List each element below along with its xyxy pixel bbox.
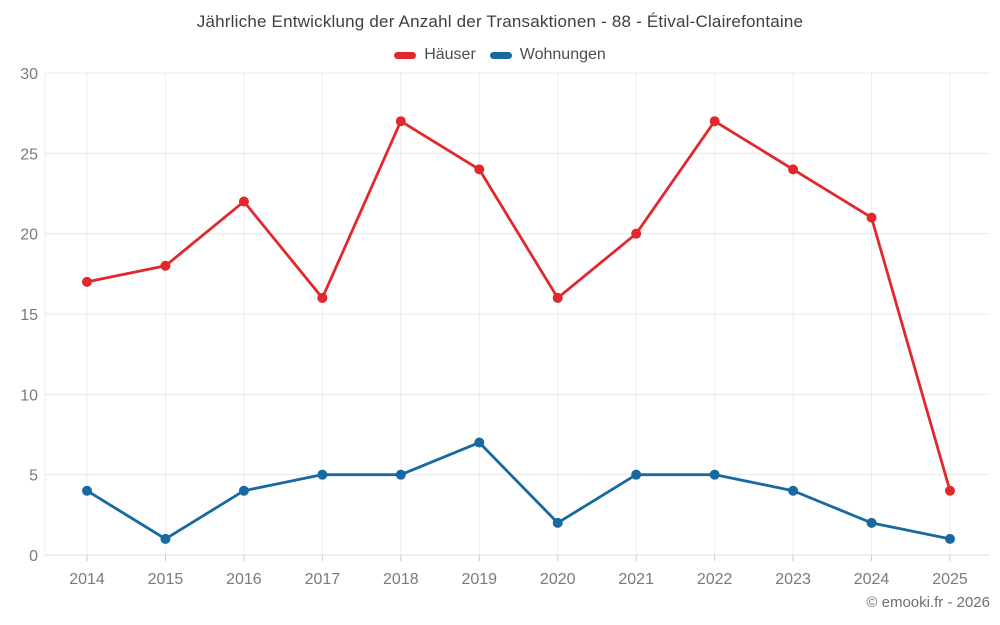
data-point-häuser-2018[interactable] bbox=[395, 116, 406, 127]
x-tick-label: 2020 bbox=[540, 571, 576, 588]
chart-title: Jährliche Entwicklung der Anzahl der Tra… bbox=[196, 12, 804, 31]
y-tick-label: 25 bbox=[20, 146, 38, 163]
data-point-wohnungen-2014[interactable] bbox=[82, 485, 92, 496]
data-point-häuser-2017[interactable] bbox=[317, 292, 328, 303]
x-tick-label: 2019 bbox=[461, 571, 497, 588]
x-tick-label: 2016 bbox=[226, 571, 262, 588]
legend-item-hauser[interactable]: Häuser bbox=[394, 46, 476, 64]
data-point-häuser-2022[interactable] bbox=[709, 116, 720, 127]
data-point-häuser-2016[interactable] bbox=[238, 196, 249, 207]
legend-swatch-hauser-icon bbox=[394, 51, 417, 59]
x-tick-label: 2024 bbox=[854, 571, 890, 588]
data-point-wohnungen-2017[interactable] bbox=[317, 469, 328, 480]
data-point-häuser-2024[interactable] bbox=[866, 212, 877, 223]
chart-legend: Häuser Wohnungen bbox=[0, 46, 1000, 64]
data-point-wohnungen-2016[interactable] bbox=[238, 485, 249, 496]
legend-swatch-wohnungen-icon bbox=[489, 51, 512, 59]
x-tick-label: 2025 bbox=[932, 571, 968, 588]
y-tick-label: 30 bbox=[20, 66, 38, 83]
y-tick-label: 0 bbox=[29, 548, 38, 565]
copyright-footer: © emooki.fr - 2026 bbox=[866, 594, 990, 611]
legend-label-hauser: Häuser bbox=[424, 46, 476, 63]
data-point-wohnungen-2024[interactable] bbox=[866, 517, 877, 528]
data-point-häuser-2023[interactable] bbox=[788, 164, 799, 175]
legend-label-wohnungen: Wohnungen bbox=[519, 46, 606, 63]
data-point-wohnungen-2021[interactable] bbox=[631, 469, 642, 480]
data-point-häuser-2020[interactable] bbox=[552, 292, 563, 303]
data-point-wohnungen-2019[interactable] bbox=[474, 437, 485, 448]
data-point-wohnungen-2023[interactable] bbox=[788, 485, 799, 496]
data-point-wohnungen-2022[interactable] bbox=[709, 469, 720, 480]
data-point-häuser-2025[interactable] bbox=[945, 485, 955, 496]
x-tick-label: 2023 bbox=[775, 571, 811, 588]
y-tick-label: 20 bbox=[20, 227, 38, 244]
data-point-wohnungen-2020[interactable] bbox=[552, 517, 563, 528]
data-point-wohnungen-2015[interactable] bbox=[160, 533, 171, 544]
data-point-häuser-2021[interactable] bbox=[631, 228, 642, 239]
data-point-wohnungen-2018[interactable] bbox=[395, 469, 406, 480]
series-line-häuser bbox=[85, 119, 952, 493]
x-tick-label: 2015 bbox=[148, 571, 184, 588]
data-point-häuser-2015[interactable] bbox=[160, 260, 171, 271]
data-point-wohnungen-2025[interactable] bbox=[945, 533, 955, 544]
y-tick-label: 10 bbox=[20, 387, 38, 404]
data-point-häuser-2014[interactable] bbox=[82, 276, 92, 287]
x-tick-label: 2022 bbox=[697, 571, 733, 588]
data-point-häuser-2019[interactable] bbox=[474, 164, 485, 175]
x-tick-label: 2017 bbox=[305, 571, 341, 588]
x-tick-label: 2021 bbox=[618, 571, 654, 588]
y-tick-label: 15 bbox=[20, 307, 38, 324]
series-line-wohnungen bbox=[85, 441, 952, 541]
y-tick-label: 5 bbox=[29, 468, 38, 485]
x-tick-label: 2018 bbox=[383, 571, 419, 588]
legend-item-wohnungen[interactable]: Wohnungen bbox=[489, 46, 606, 64]
x-tick-label: 2014 bbox=[69, 571, 105, 588]
